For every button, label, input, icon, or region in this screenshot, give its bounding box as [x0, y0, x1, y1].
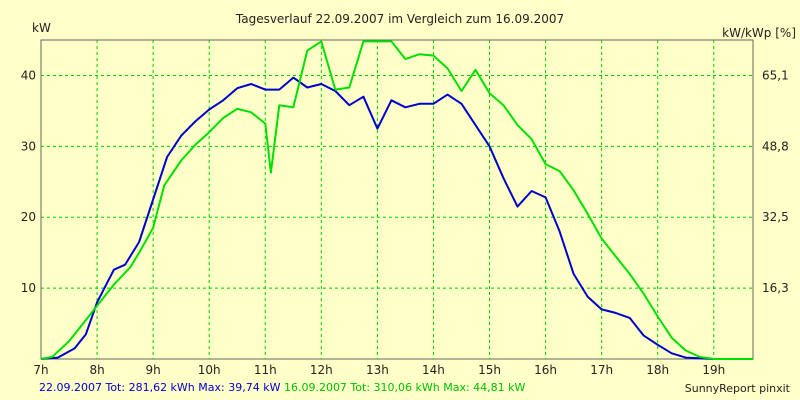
- y-tick-label: 20: [21, 210, 36, 224]
- software-credit: SunnyReport pinxit: [684, 382, 790, 395]
- grid: [41, 40, 753, 359]
- chart-title: Tagesverlauf 22.09.2007 im Vergleich zum…: [235, 12, 564, 26]
- y-tick-label: 40: [21, 68, 36, 82]
- series1-summary: 22.09.2007 Tot: 281,62 kWh Max: 39,74 kW: [39, 381, 281, 394]
- x-tick-label: 19h: [702, 363, 725, 377]
- x-tick-label: 12h: [310, 363, 333, 377]
- plot-area: [40, 39, 754, 360]
- x-tick-label: 18h: [646, 363, 669, 377]
- series-group: [40, 40, 753, 360]
- x-tick-label: 15h: [478, 363, 501, 377]
- y-tick-label: 10: [21, 281, 36, 295]
- axis-labels: 7h 8h 9h 10h 11h 12h 13h 14h 15h 16h 17h 18h 19h 10 20…: [21, 68, 789, 377]
- x-tick-label: 11h: [254, 363, 277, 377]
- x-tick-label: 14h: [422, 363, 445, 377]
- y2-axis-label: kW/kWp [%]: [722, 26, 796, 40]
- x-tick-label: 10h: [198, 363, 221, 377]
- series-line-1: [40, 76, 753, 360]
- series2-summary: 16.09.2007 Tot: 310,06 kWh Max: 44,81 kW: [283, 381, 526, 394]
- y2-tick-label: 16,3: [762, 281, 789, 295]
- series-line-2: [40, 40, 753, 360]
- y2-tick-label: 48,8: [762, 139, 789, 153]
- y2-tick-label: 32,5: [762, 210, 789, 224]
- x-tick-label: 8h: [89, 363, 104, 377]
- y2-tick-label: 65,1: [762, 68, 789, 82]
- x-tick-label: 17h: [590, 363, 613, 377]
- y-axis-label: kW: [32, 21, 51, 35]
- x-tick-label: 13h: [366, 363, 389, 377]
- footer-summary: 22.09.2007 Tot: 281,62 kWh Max: 39,74 kW…: [39, 381, 525, 394]
- x-tick-label: 16h: [534, 363, 557, 377]
- y-tick-label: 30: [21, 139, 36, 153]
- x-tick-label: 9h: [146, 363, 161, 377]
- x-tick-label: 7h: [33, 363, 48, 377]
